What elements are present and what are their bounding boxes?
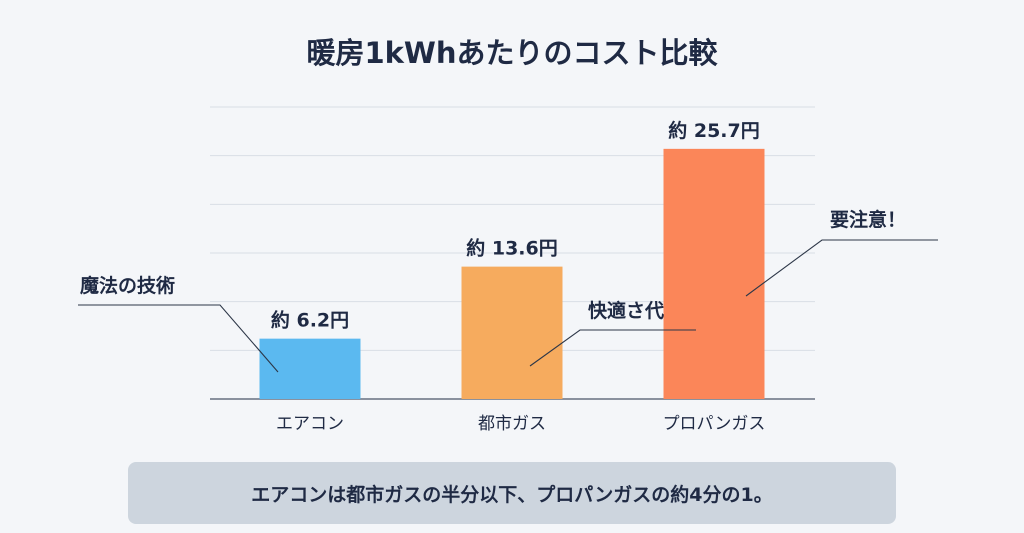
- annotation-leader: [78, 304, 279, 373]
- annotation-label: 快適さ代: [588, 299, 664, 322]
- value-label: 約 13.6円: [466, 237, 558, 260]
- annotation-label: 要注意！: [830, 208, 906, 231]
- summary-text: エアコンは都市ガスの半分以下、プロパンガスの約4分の1。: [251, 483, 773, 506]
- category-label: プロパンガス: [663, 414, 766, 434]
- annotation-leader: [745, 239, 938, 297]
- annotation-label: 魔法の技術: [80, 274, 175, 297]
- bar-2: [461, 266, 563, 399]
- bar-3: [663, 148, 765, 399]
- bar-1: [259, 338, 361, 399]
- category-label: 都市ガス: [478, 414, 546, 434]
- value-label: 約 25.7円: [668, 119, 760, 142]
- annotation-leader: [529, 329, 696, 367]
- summary-box: エアコンは都市ガスの半分以下、プロパンガスの約4分の1。: [128, 462, 896, 524]
- chart-title: 暖房1kWhあたりのコスト比較: [306, 36, 718, 70]
- category-label: エアコン: [276, 414, 344, 434]
- value-label: 約 6.2円: [271, 309, 349, 332]
